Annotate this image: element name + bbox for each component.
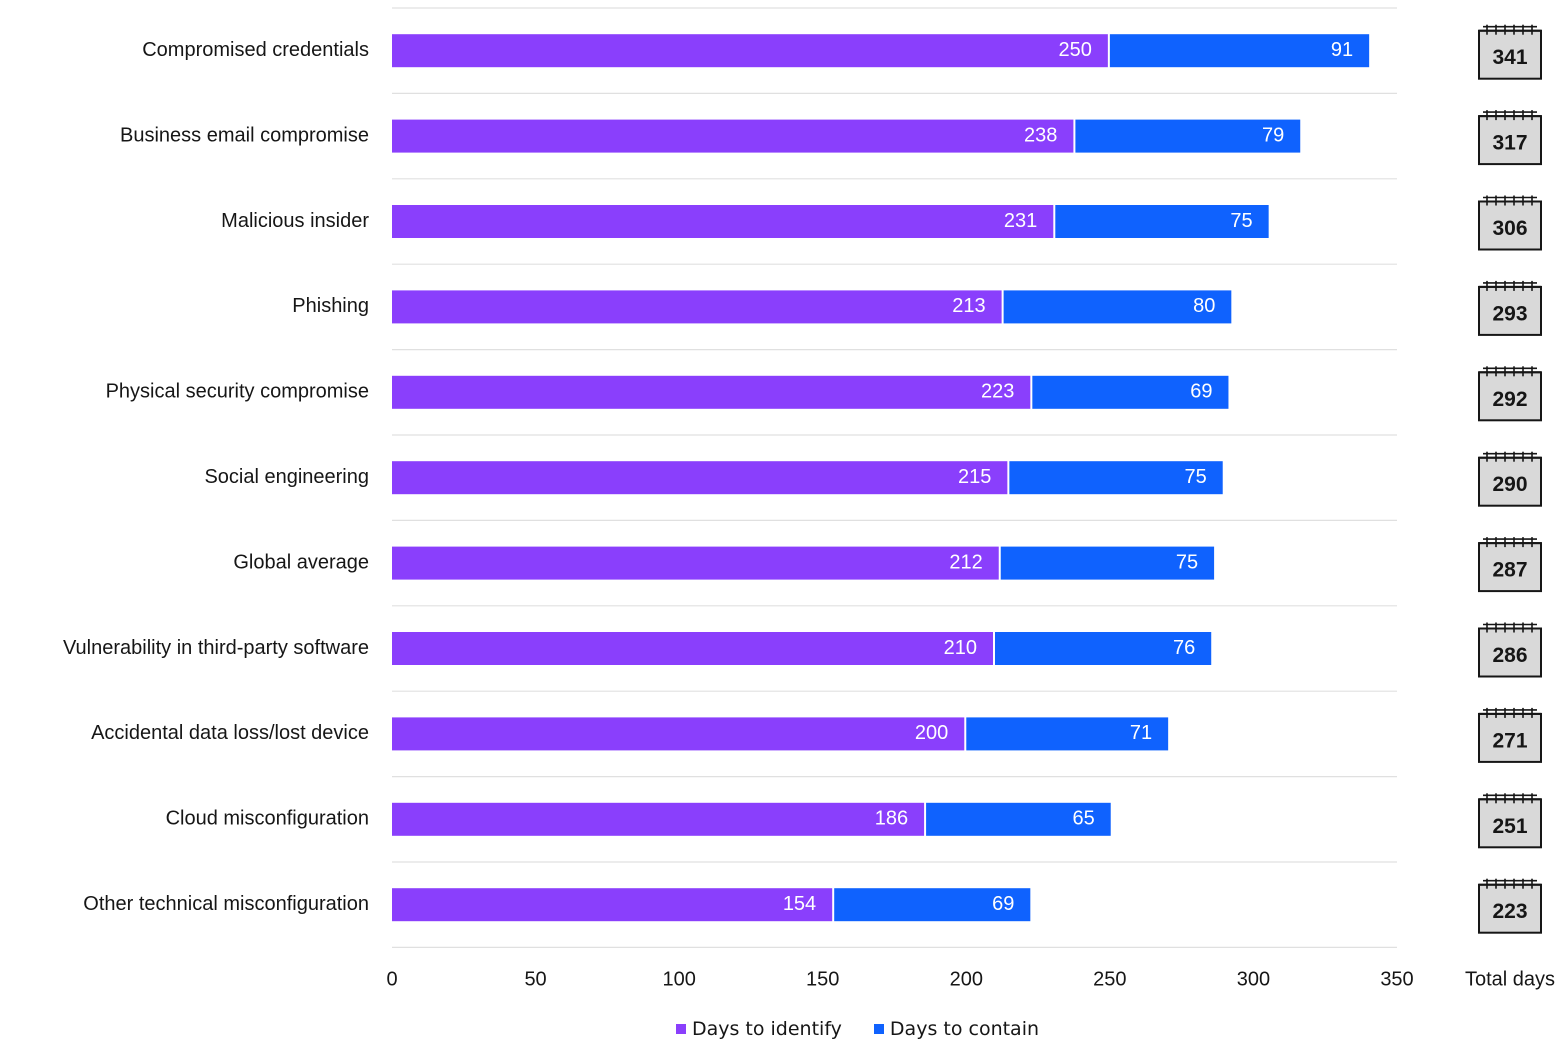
data-label-identify: 238 bbox=[1024, 124, 1057, 146]
bar-contain bbox=[1032, 375, 1229, 409]
bar-identify bbox=[392, 461, 1008, 495]
data-label-identify: 213 bbox=[952, 295, 985, 317]
data-label-contain: 91 bbox=[1331, 39, 1353, 61]
data-label-identify: 231 bbox=[1004, 210, 1037, 232]
calendar-icon bbox=[1478, 115, 1542, 166]
category-label: Cloud misconfiguration bbox=[166, 808, 369, 830]
total-days-value: 293 bbox=[1492, 302, 1527, 325]
x-tick-label: 0 bbox=[386, 968, 397, 990]
x-tick-label: 50 bbox=[524, 968, 546, 990]
calendar-icon bbox=[1478, 371, 1542, 422]
calendar-icon bbox=[1478, 29, 1542, 80]
data-label-contain: 69 bbox=[992, 893, 1014, 915]
total-days-value: 292 bbox=[1492, 388, 1527, 411]
bar-identify bbox=[392, 717, 965, 751]
data-label-identify: 223 bbox=[981, 381, 1014, 403]
legend-label-contain: Days to contain bbox=[889, 1018, 1040, 1040]
calendar-icon bbox=[1478, 627, 1542, 678]
legend-label-identify: Days to identify bbox=[691, 1018, 842, 1040]
data-label-contain: 75 bbox=[1230, 210, 1252, 232]
category-label: Global average bbox=[233, 551, 369, 573]
bar-contain bbox=[995, 632, 1212, 665]
category-label: Malicious insider bbox=[221, 210, 369, 232]
total-days-value: 271 bbox=[1492, 729, 1527, 752]
category-label: Physical security compromise bbox=[106, 381, 369, 403]
bar-contain bbox=[966, 717, 1169, 751]
data-label-identify: 215 bbox=[958, 466, 991, 488]
x-tick-label: 250 bbox=[1093, 968, 1126, 990]
category-label: Vulnerability in third-party software bbox=[63, 637, 369, 659]
category-label: Business email compromise bbox=[120, 124, 369, 146]
total-days-value: 251 bbox=[1492, 815, 1527, 838]
bar-contain bbox=[1003, 290, 1232, 324]
bar-identify bbox=[392, 546, 999, 580]
bar-contain bbox=[926, 802, 1111, 836]
x-tick-label: 350 bbox=[1380, 968, 1413, 990]
data-label-contain: 69 bbox=[1190, 381, 1212, 403]
calendar-icon bbox=[1478, 883, 1542, 934]
bar-identify bbox=[392, 802, 925, 836]
data-label-contain: 75 bbox=[1176, 551, 1198, 573]
data-label-contain: 75 bbox=[1184, 466, 1206, 488]
data-label-identify: 210 bbox=[944, 637, 977, 659]
data-label-contain: 76 bbox=[1173, 637, 1195, 659]
bar-contain bbox=[1075, 119, 1301, 153]
bar-identify bbox=[392, 290, 1002, 324]
bar-identify bbox=[392, 632, 993, 665]
x-tick-label: 100 bbox=[662, 968, 695, 990]
data-label-contain: 80 bbox=[1193, 295, 1215, 317]
calendar-icon bbox=[1478, 798, 1542, 849]
bar-contain bbox=[1055, 205, 1269, 238]
legend-item-identify: Days to identify bbox=[675, 1018, 842, 1040]
bar-contain bbox=[834, 888, 1031, 922]
x-tick-label: 150 bbox=[806, 968, 839, 990]
total-days-value: 286 bbox=[1492, 644, 1527, 667]
legend-item-contain: Days to contain bbox=[873, 1018, 1040, 1040]
bar-identify bbox=[392, 375, 1031, 409]
category-label: Phishing bbox=[292, 295, 369, 317]
category-label: Other technical misconfiguration bbox=[83, 893, 369, 915]
bar-identify bbox=[392, 888, 833, 922]
x-tick-label: 200 bbox=[950, 968, 983, 990]
bar-contain bbox=[1109, 34, 1370, 68]
total-days-value: 290 bbox=[1492, 473, 1527, 496]
legend-swatch-identify bbox=[675, 1024, 686, 1034]
category-label: Social engineering bbox=[204, 466, 369, 488]
category-label: Accidental data loss/lost device bbox=[91, 722, 369, 744]
bar-identify bbox=[392, 119, 1074, 153]
legend-swatch-contain bbox=[873, 1024, 884, 1034]
data-label-contain: 65 bbox=[1072, 808, 1094, 830]
legend: Days to identify Days to contain bbox=[0, 1018, 1565, 1040]
calendar-icon bbox=[1478, 712, 1542, 763]
bar-contain bbox=[1009, 461, 1223, 495]
data-label-identify: 200 bbox=[915, 722, 948, 744]
data-label-identify: 154 bbox=[783, 893, 816, 915]
x-tick-label: 300 bbox=[1237, 968, 1270, 990]
data-label-identify: 186 bbox=[875, 808, 908, 830]
data-label-contain: 79 bbox=[1262, 124, 1284, 146]
total-days-value: 306 bbox=[1492, 217, 1527, 240]
bar-contain bbox=[1000, 546, 1215, 580]
total-days-label: Total days bbox=[1465, 968, 1555, 990]
bar-identify bbox=[392, 205, 1054, 238]
bar-identify bbox=[392, 34, 1108, 68]
total-days-value: 287 bbox=[1492, 559, 1527, 582]
total-days-value: 223 bbox=[1492, 900, 1527, 923]
data-label-contain: 71 bbox=[1130, 722, 1152, 744]
data-label-identify: 212 bbox=[949, 551, 982, 573]
data-label-identify: 250 bbox=[1058, 39, 1091, 61]
total-days-value: 317 bbox=[1492, 132, 1527, 155]
total-days-value: 341 bbox=[1492, 46, 1527, 69]
category-label: Compromised credentials bbox=[142, 39, 369, 61]
